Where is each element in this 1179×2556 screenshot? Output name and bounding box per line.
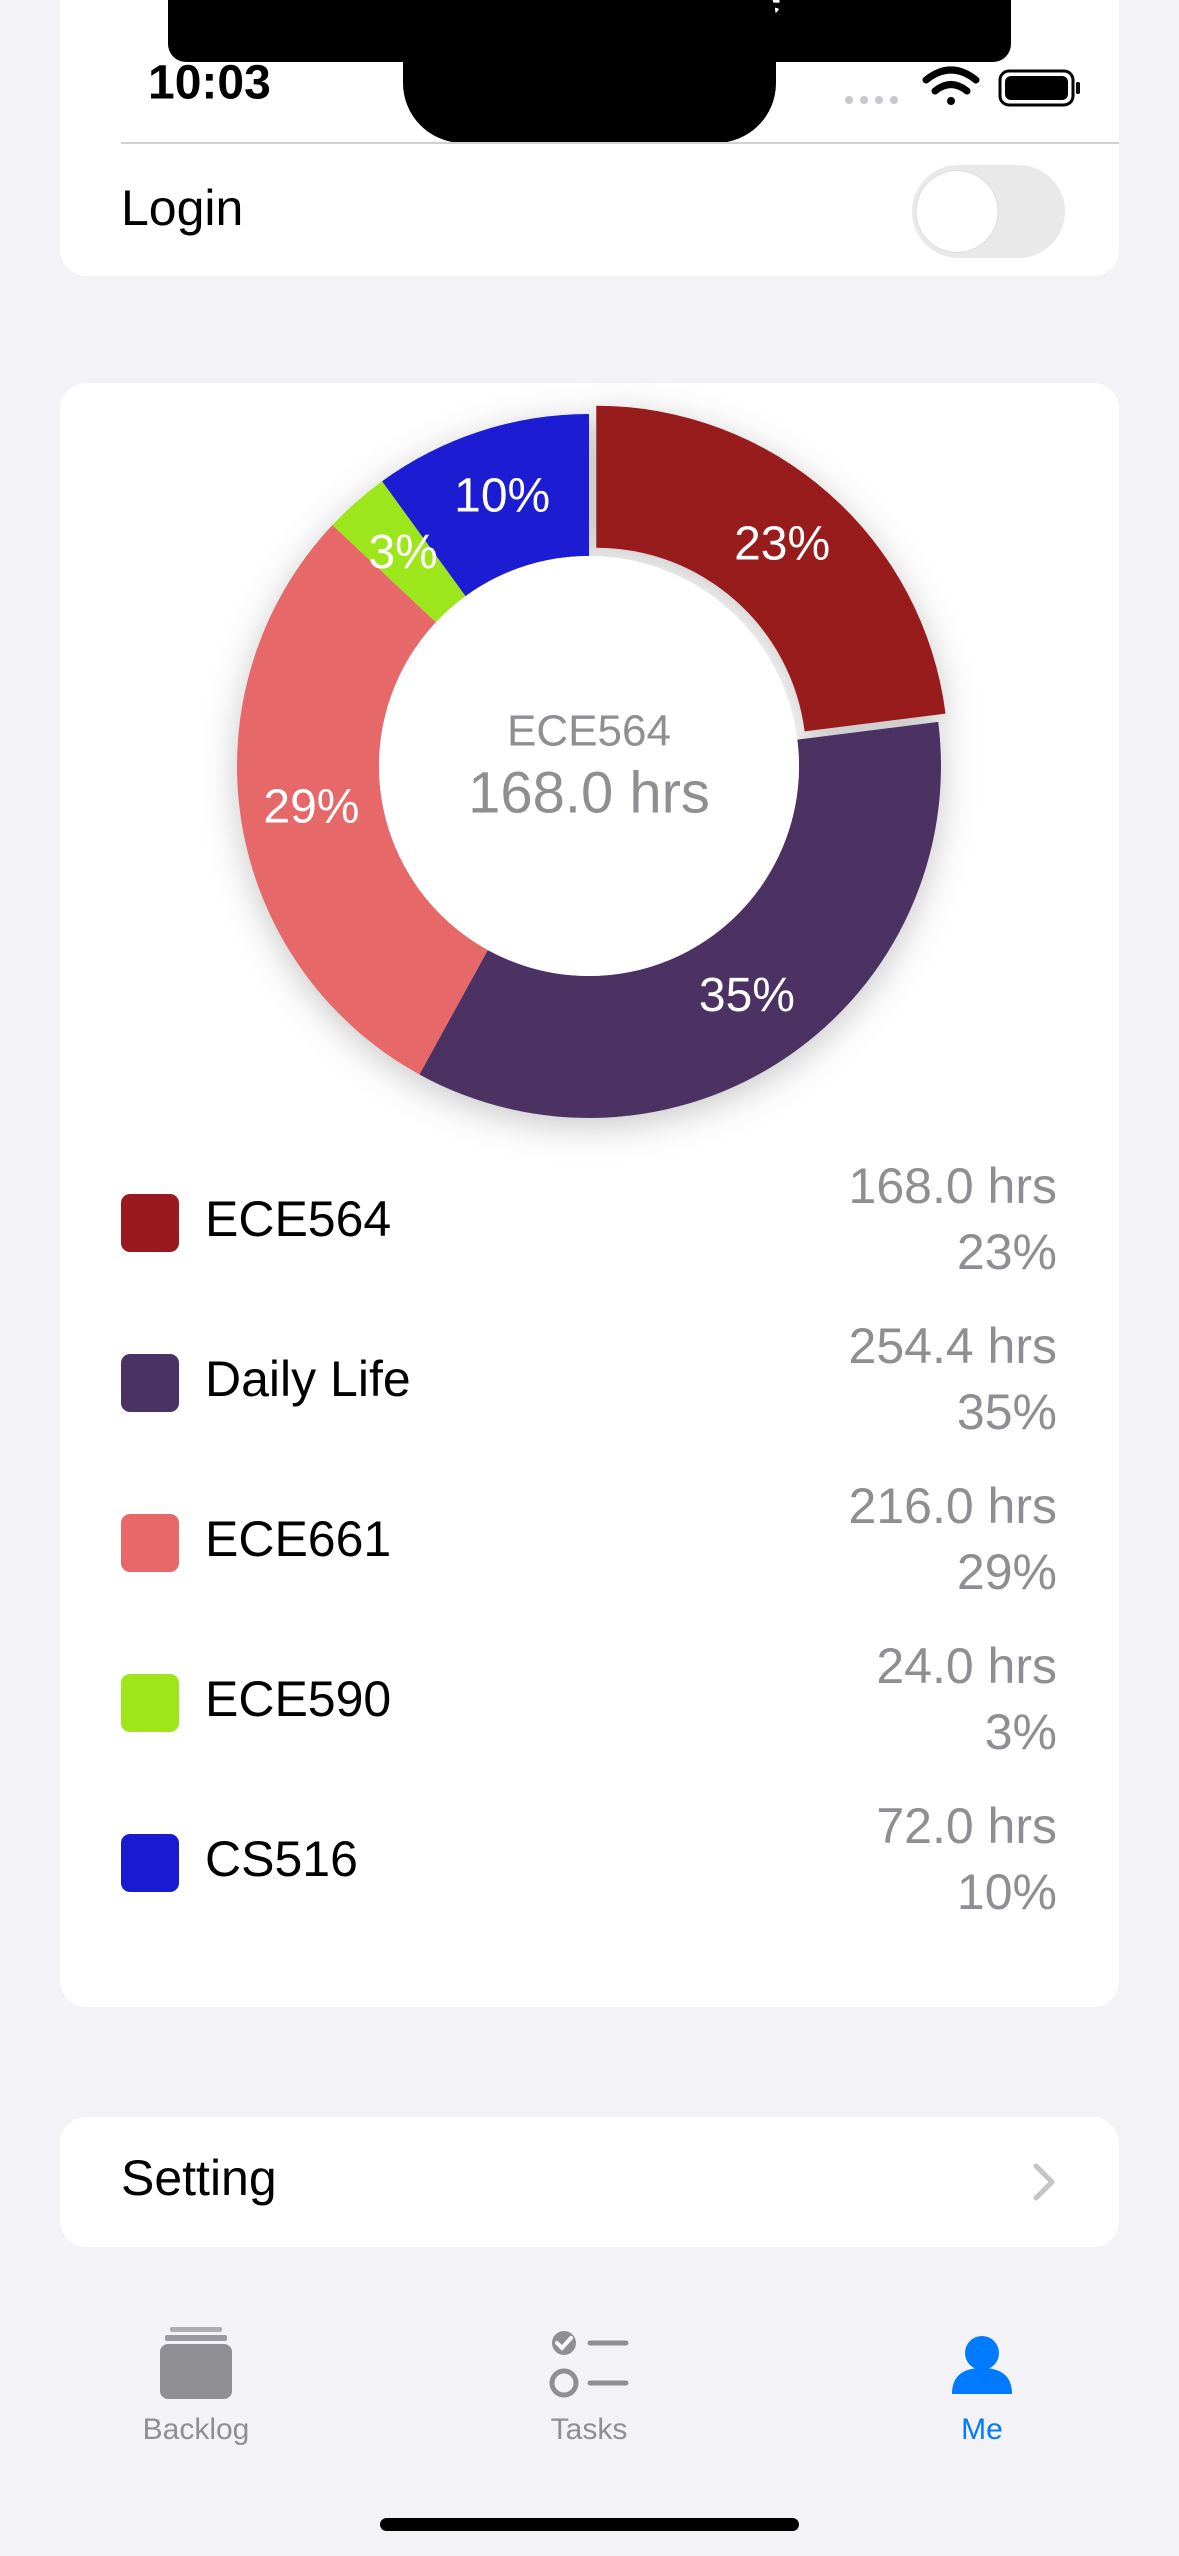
tasks-icon <box>549 2331 629 2398</box>
legend-swatch <box>121 1674 179 1732</box>
slice-label: 23% <box>734 518 830 571</box>
wifi-icon <box>922 66 980 105</box>
pie-slice <box>596 405 946 732</box>
me-icon <box>952 2336 1012 2394</box>
login-label: Login <box>121 180 243 236</box>
legend-hours: 216.0 hrs <box>849 1478 1057 1534</box>
legend-label: Daily Life <box>205 1351 411 1407</box>
legend-hours: 72.0 hrs <box>876 1798 1057 1854</box>
battery-icon <box>998 69 1080 107</box>
signal-icon <box>845 96 898 104</box>
legend-hours: 24.0 hrs <box>876 1638 1057 1694</box>
legend-hours: 254.4 hrs <box>849 1318 1057 1374</box>
slice-label: 29% <box>263 781 359 834</box>
pie-slice <box>236 525 488 1075</box>
legend-percent: 10% <box>957 1864 1057 1920</box>
legend-swatch <box>121 1354 179 1412</box>
tab-label[interactable]: Backlog <box>143 2413 250 2446</box>
legend-swatch <box>121 1514 179 1572</box>
pie-slice <box>419 721 941 1119</box>
donut <box>236 405 946 1119</box>
tab-label[interactable]: Me <box>961 2413 1003 2446</box>
center-value: 168.0 hrs <box>468 760 710 825</box>
legend-label: CS516 <box>205 1831 358 1887</box>
slice-label: 35% <box>699 969 795 1022</box>
legend-label: ECE564 <box>205 1191 391 1247</box>
chevron <box>1033 2163 1055 2201</box>
settings-card[interactable] <box>60 2117 1119 2247</box>
slice-label: 3% <box>368 526 437 579</box>
status-time: 10:03 <box>148 57 271 110</box>
legend-percent: 29% <box>957 1544 1057 1600</box>
donut-hole <box>379 556 799 976</box>
pie-slice <box>382 414 589 597</box>
dynamic-island <box>403 0 776 143</box>
legend-swatch <box>121 1194 179 1252</box>
tab-label[interactable]: Tasks <box>551 2413 628 2446</box>
backlog-icon <box>160 2327 232 2399</box>
legend-percent: 23% <box>957 1224 1057 1280</box>
toggle-knob <box>915 170 999 253</box>
slice-label: 10% <box>454 469 550 522</box>
legend-percent: 35% <box>957 1384 1057 1440</box>
pie-slice <box>332 481 466 623</box>
settings-label: Setting <box>121 2150 277 2206</box>
home-indicator <box>380 2518 799 2531</box>
legend-label: ECE590 <box>205 1671 391 1727</box>
legend-percent: 3% <box>985 1704 1057 1760</box>
legend-hours: 168.0 hrs <box>849 1158 1057 1214</box>
legend-label: ECE661 <box>205 1511 391 1567</box>
center-title: ECE564 <box>507 707 671 756</box>
legend-swatch <box>121 1834 179 1892</box>
